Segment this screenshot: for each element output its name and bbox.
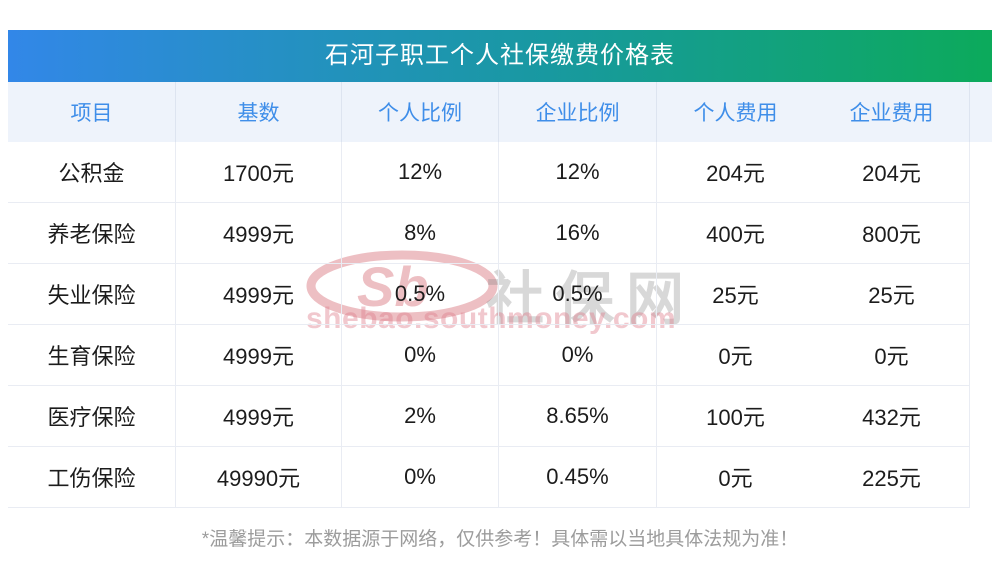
table-body: 公积金 1700元 12% 12% 204元 204元 养老保险 4999元 8… xyxy=(8,142,970,508)
cell-personal-fee: 25元 xyxy=(712,283,759,308)
cell-personal-fee: 204元 xyxy=(706,161,765,186)
cell-item: 生育保险 xyxy=(8,325,176,385)
header-cell-item: 项目 xyxy=(8,82,176,142)
cell-company-fee: 800元 xyxy=(814,203,970,263)
cell-base: 4999元 xyxy=(176,264,342,324)
cell-company-fee: 432元 xyxy=(814,386,970,446)
cell-item: 公积金 xyxy=(8,142,176,202)
cell-personal-fee: 0元 xyxy=(718,466,753,491)
cell-base: 4999元 xyxy=(176,203,342,263)
table-row-housing-fund: 公积金 1700元 12% 12% 204元 204元 xyxy=(8,142,970,203)
cell-personal-rate: 8% xyxy=(342,203,499,263)
cell-company-fee: 204元 xyxy=(814,142,970,202)
cell-item: 工伤保险 xyxy=(8,447,176,507)
cell-personal-rate: 12% xyxy=(342,142,499,202)
cell-personal-fee: 0元 xyxy=(718,344,753,369)
cell-personal-fee: 400元 xyxy=(706,222,765,247)
cell-company-rate: 0.45% xyxy=(499,447,657,507)
cell-company-fee: 0元 xyxy=(814,325,970,385)
cell-item: 医疗保险 xyxy=(8,386,176,446)
cell-company-rate: 0% xyxy=(499,325,657,385)
cell-personal-rate: 0.5% xyxy=(342,264,499,324)
header-cell-company-rate: 企业比例 xyxy=(499,82,657,142)
cell-base: 1700元 xyxy=(176,142,342,202)
table-row-pension: 养老保险 4999元 8% 16% 400元 800元 xyxy=(8,203,970,264)
cell-personal-rate: 2% xyxy=(342,386,499,446)
header-cell-personal-fee: 个人费用 xyxy=(693,102,778,125)
cell-company-rate: 12% xyxy=(499,142,657,202)
cell-item: 失业保险 xyxy=(8,264,176,324)
cell-company-rate: 0.5% xyxy=(499,264,657,324)
cell-company-fee: 25元 xyxy=(814,264,970,324)
cell-company-fee: 225元 xyxy=(814,447,970,507)
footer-note: *温馨提示：本数据源于网络，仅供参考！具体需以当地具体法规为准！ xyxy=(201,529,799,550)
cell-item: 养老保险 xyxy=(8,203,176,263)
cell-company-rate: 8.65% xyxy=(499,386,657,446)
cell-base: 4999元 xyxy=(176,386,342,446)
header-cell-base: 基数 xyxy=(176,82,342,142)
table-row-work-injury: 工伤保险 49990元 0% 0.45% 0元 225元 xyxy=(8,447,970,508)
table-row-maternity: 生育保险 4999元 0% 0% 0元 0元 xyxy=(8,325,970,386)
table-header-row: 项目 基数 个人比例 企业比例 个人费用 企业费用 xyxy=(8,82,992,142)
cell-personal-rate: 0% xyxy=(342,325,499,385)
table-row-medical: 医疗保险 4999元 2% 8.65% 100元 432元 xyxy=(8,386,970,447)
header-cell-company-fee: 企业费用 xyxy=(814,82,970,142)
table-title-bar: 石河子职工个人社保缴费价格表 xyxy=(8,30,992,82)
cell-company-rate: 16% xyxy=(499,203,657,263)
table-row-unemployment: 失业保险 4999元 0.5% 0.5% 25元 25元 xyxy=(8,264,970,325)
cell-personal-fee: 100元 xyxy=(706,405,765,430)
cell-personal-rate: 0% xyxy=(342,447,499,507)
page-title: 石河子职工个人社保缴费价格表 xyxy=(325,42,675,69)
cell-base: 49990元 xyxy=(176,447,342,507)
header-cell-personal-rate: 个人比例 xyxy=(342,82,499,142)
cell-base: 4999元 xyxy=(176,325,342,385)
